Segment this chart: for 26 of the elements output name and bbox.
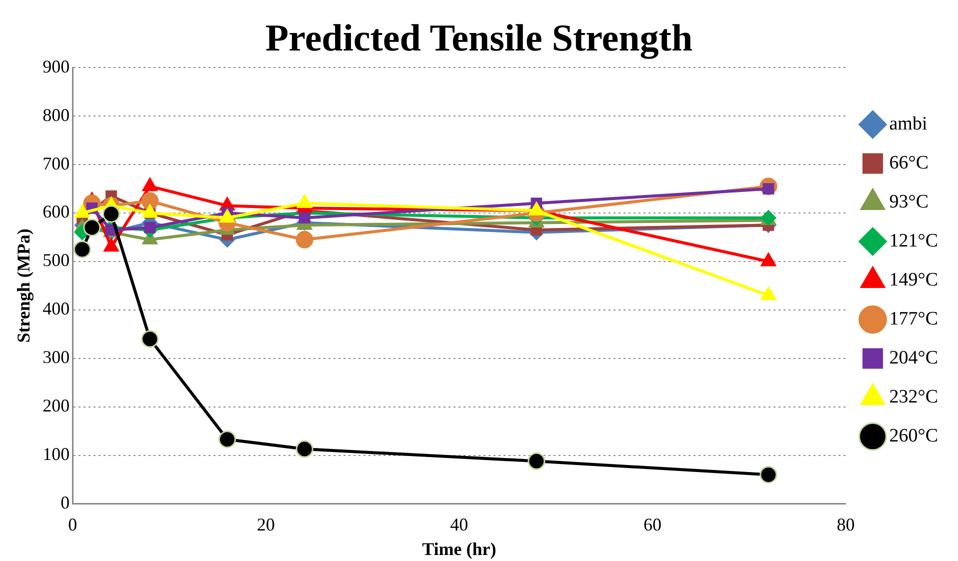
legend-label: 177°C bbox=[889, 308, 938, 330]
y-tick-label: 900 bbox=[42, 56, 70, 76]
legend-label: ambi bbox=[889, 113, 928, 134]
legend-label: 121°C bbox=[889, 230, 938, 252]
legend-label: 232°C bbox=[889, 386, 938, 408]
y-axis-title: Strengh (MPa) bbox=[13, 228, 34, 343]
y-tick-label: 600 bbox=[42, 202, 70, 222]
legend-label: 149°C bbox=[889, 269, 938, 290]
chart-title: Predicted Tensile Strength bbox=[265, 18, 693, 60]
y-tick-label: 800 bbox=[42, 104, 70, 125]
x-tick-label: 40 bbox=[450, 514, 468, 534]
y-tick-label: 500 bbox=[42, 250, 70, 270]
legend-label: 260°C bbox=[889, 425, 938, 446]
x-tick-label: 20 bbox=[256, 514, 275, 534]
y-tick-label: 200 bbox=[42, 396, 70, 416]
y-tick-label: 0 bbox=[60, 492, 70, 513]
y-tick-label: 100 bbox=[42, 444, 70, 464]
x-tick-label: 60 bbox=[643, 514, 662, 534]
x-axis-title: Time (hr) bbox=[422, 538, 496, 559]
legend-label: 93°C bbox=[889, 191, 929, 212]
y-tick-label: 400 bbox=[42, 298, 70, 319]
x-tick-label: 80 bbox=[836, 514, 855, 534]
legend-label: 66°C bbox=[889, 152, 929, 174]
y-tick-label: 700 bbox=[42, 153, 70, 174]
y-tick-label: 300 bbox=[42, 347, 70, 368]
legend-label: 204°C bbox=[889, 347, 938, 368]
